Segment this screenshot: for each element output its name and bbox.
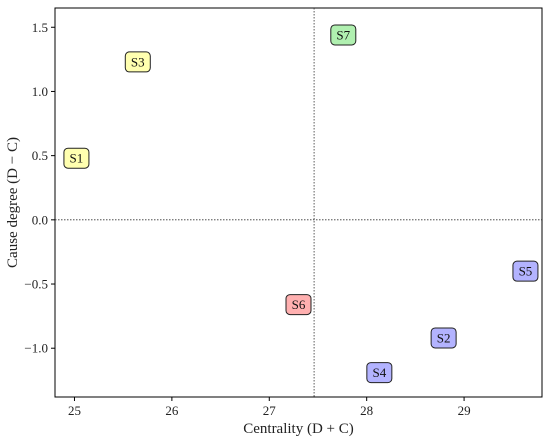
x-axis-ticks: 25 26 27 28 29 xyxy=(68,397,471,418)
point-s3: S3 xyxy=(124,51,151,73)
point-label: S5 xyxy=(519,264,533,279)
y-axis-ticks: −1.0 −0.5 0.0 0.5 1.0 1.5 xyxy=(24,20,55,356)
point-label: S4 xyxy=(372,365,386,380)
y-axis-label: Cause degree (D − C) xyxy=(5,137,21,268)
point-s5: S5 xyxy=(512,260,539,282)
y-tick-label: 1.0 xyxy=(32,84,48,99)
point-box xyxy=(366,362,393,384)
x-tick-label: 28 xyxy=(360,403,373,418)
x-tick-label: 26 xyxy=(165,403,179,418)
point-box xyxy=(124,51,151,73)
y-tick-label: 0.5 xyxy=(32,148,48,163)
point-s6: S6 xyxy=(285,294,312,316)
data-points: S1 S2 S3 S4 S5 S6 S7 xyxy=(63,24,539,384)
point-label: S6 xyxy=(292,297,306,312)
point-box xyxy=(63,147,90,169)
point-label: S2 xyxy=(437,330,451,345)
point-box xyxy=(285,294,312,316)
x-axis-label: Centrality (D + C) xyxy=(243,421,354,437)
y-tick-label: 1.5 xyxy=(32,20,48,35)
point-label: S7 xyxy=(336,27,350,42)
plot-area-frame xyxy=(54,7,543,398)
reference-lines xyxy=(55,8,542,397)
point-s4: S4 xyxy=(366,362,393,384)
point-label: S3 xyxy=(131,54,145,69)
x-tick-label: 25 xyxy=(68,403,81,418)
point-s1: S1 xyxy=(63,147,90,169)
point-label: S1 xyxy=(70,151,84,166)
y-tick-label: 0.0 xyxy=(32,212,48,227)
x-tick-label: 27 xyxy=(263,403,277,418)
point-box xyxy=(330,24,357,46)
point-box xyxy=(430,327,457,349)
y-tick-label: −0.5 xyxy=(24,277,48,292)
point-box xyxy=(512,260,539,282)
point-s2: S2 xyxy=(430,327,457,349)
x-tick-label: 29 xyxy=(458,403,471,418)
y-tick-label: −1.0 xyxy=(24,341,48,356)
point-s7: S7 xyxy=(330,24,357,46)
